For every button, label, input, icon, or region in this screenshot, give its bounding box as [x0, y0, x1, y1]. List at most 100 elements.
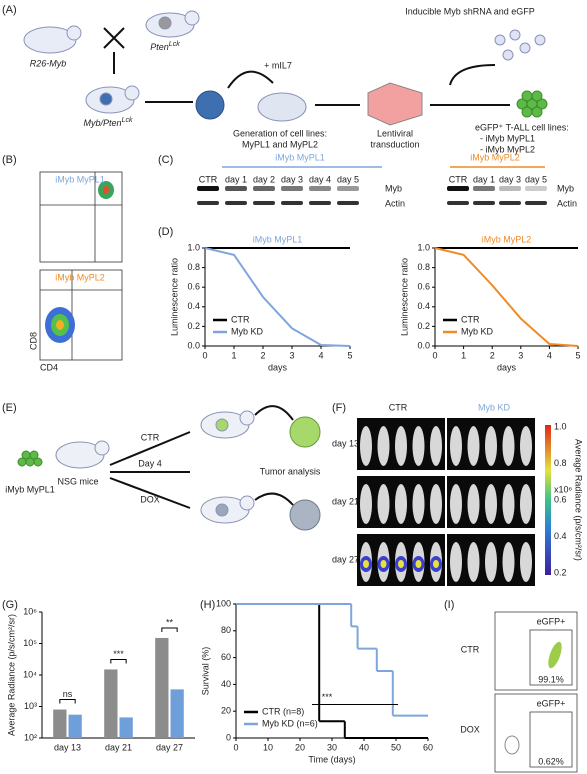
illustration — [23, 10, 548, 126]
label: CTR — [141, 432, 160, 442]
band — [499, 186, 521, 191]
y-tick-label: 0.0 — [417, 340, 430, 350]
band — [281, 186, 303, 191]
annotation: ns — [63, 689, 73, 699]
gate-label: eGFP+ — [537, 698, 566, 708]
lane-label: day 5 — [525, 174, 547, 184]
mouse — [395, 426, 407, 466]
colorbar-unit: x10⁶ — [554, 484, 573, 494]
mouse — [450, 484, 462, 524]
axis-label: CD4 — [40, 362, 58, 372]
flow-plot — [39, 171, 123, 361]
y-tick-label: 10³ — [24, 701, 37, 711]
band — [253, 201, 275, 205]
x-tick-label: 0 — [432, 350, 437, 360]
row-label: day 21 — [332, 496, 359, 506]
x-tick-label: day 27 — [156, 742, 183, 752]
x-tick-label: 2 — [260, 350, 265, 360]
x-tick-label: 1 — [231, 350, 236, 360]
mouse — [467, 542, 480, 582]
step-text: - iMyb MyPL1 — [480, 133, 535, 143]
y-tick-label: 80 — [221, 625, 231, 635]
gate-label: eGFP+ — [537, 616, 566, 626]
step-text: eGFP⁺ T-ALL cell lines: — [475, 122, 569, 132]
y-tick-label: 0.6 — [187, 282, 200, 292]
mouse — [467, 426, 480, 466]
y-tick-label: 0.2 — [187, 321, 200, 331]
mouse — [412, 484, 425, 524]
colorbar-label: 0.4 — [554, 531, 567, 541]
band — [225, 201, 247, 205]
panel-label: (D) — [158, 226, 173, 238]
group-label: Myb KD — [478, 402, 511, 412]
arrows — [109, 405, 294, 509]
row-label: day 13 — [332, 438, 359, 448]
bar — [68, 714, 82, 738]
x-axis-label: Time (days) — [308, 754, 355, 764]
y-tick-label: 0.8 — [187, 262, 200, 272]
axis-label: CD8 — [28, 332, 38, 350]
x-tick-label: 50 — [391, 742, 401, 752]
mouse-label: R26-Myb — [30, 58, 67, 68]
bracket — [59, 699, 76, 704]
y-axis-label: Luminescence ratio — [169, 258, 179, 336]
mouse — [520, 426, 532, 466]
bar — [53, 709, 67, 738]
y-tick-label: 0.4 — [417, 301, 430, 311]
panel-label: (G) — [2, 599, 18, 611]
x-tick-label: 0 — [202, 350, 207, 360]
mouse — [520, 484, 532, 524]
y-tick-label: 0.6 — [417, 282, 430, 292]
band — [473, 186, 495, 191]
x-tick-label: day 13 — [54, 742, 81, 752]
panel-label: (E) — [2, 402, 17, 414]
bar — [104, 669, 118, 738]
y-tick-label: 60 — [221, 652, 231, 662]
line — [434, 247, 579, 347]
x-tick-label: 10 — [263, 742, 273, 752]
mouse — [395, 484, 407, 524]
gate-percent: 99.1% — [538, 674, 564, 684]
lane-label: CTR — [199, 174, 218, 184]
mouse — [377, 426, 390, 466]
x-tick-label: 40 — [359, 742, 369, 752]
y-tick-label: 100 — [216, 598, 231, 608]
mouse — [467, 484, 480, 524]
y-tick-label: 0.0 — [187, 340, 200, 350]
mouse — [430, 426, 442, 466]
step-text: MyPL1 and MyPL2 — [242, 139, 318, 149]
legend-label: CTR — [461, 314, 480, 324]
x-tick-label: 0 — [233, 742, 238, 752]
panel-label: (F) — [332, 402, 346, 414]
mouse — [485, 484, 497, 524]
mouse — [520, 542, 532, 582]
annotation: *** — [322, 692, 333, 702]
band-label: Myb — [385, 183, 402, 193]
flow-population — [56, 320, 64, 330]
bracket — [110, 658, 127, 664]
y-tick-label: 10² — [24, 732, 37, 742]
band — [309, 186, 331, 191]
text: Lck — [122, 117, 133, 124]
annotation: Inducible Myb shRNA and eGFP — [405, 6, 535, 16]
signal — [398, 560, 404, 568]
label: NSG mice — [57, 476, 98, 486]
x-tick-label: 5 — [575, 350, 580, 360]
legend-label: Myb KD (n=6) — [262, 718, 318, 728]
panel-label: (A) — [2, 4, 17, 16]
lane-label: day 2 — [253, 174, 275, 184]
legend-label: CTR — [231, 314, 250, 324]
band — [447, 201, 469, 205]
colorbar-label: 0.6 — [554, 494, 567, 504]
x-tick-label: 4 — [318, 350, 323, 360]
lane-label: day 5 — [337, 174, 359, 184]
panel-label: (I) — [444, 599, 454, 611]
panel-label: (B) — [2, 154, 17, 166]
y-tick-label: 0.8 — [417, 262, 430, 272]
mouse — [502, 426, 515, 466]
legend-label: Myb KD — [231, 326, 264, 336]
band — [525, 186, 547, 191]
lane-label: day 4 — [309, 174, 331, 184]
